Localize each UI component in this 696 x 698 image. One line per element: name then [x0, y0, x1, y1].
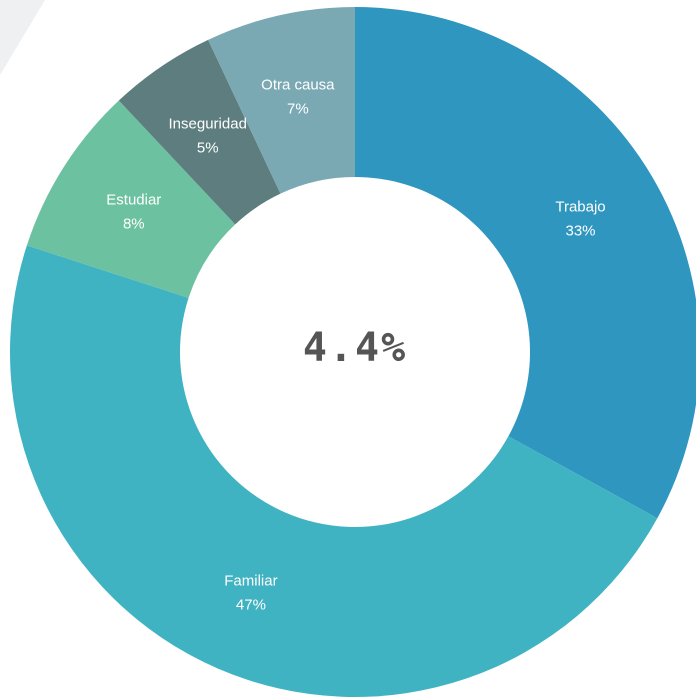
- slices: [9, 6, 696, 698]
- slice-value-label: 33%: [565, 223, 595, 240]
- slice-value-label: 5%: [197, 139, 219, 156]
- donut-slice: [118, 39, 281, 225]
- donut-slice: [355, 7, 696, 519]
- slice-label: Estudiar: [106, 192, 161, 209]
- donut-slice: [26, 100, 236, 298]
- background-shape: [0, 0, 45, 75]
- center-label: 4.4%: [303, 325, 407, 371]
- slice-label: Trabajo: [555, 199, 605, 216]
- donut-slice: [208, 6, 355, 194]
- slice-label: Inseguridad: [169, 115, 247, 132]
- slice-label: Otra causa: [261, 76, 335, 93]
- slice-value-label: 47%: [236, 596, 266, 613]
- donut-slice: [9, 245, 658, 698]
- slice-value-label: 8%: [123, 216, 145, 233]
- slice-label: Familiar: [224, 572, 277, 589]
- slice-value-label: 7%: [287, 100, 309, 117]
- labels: Trabajo 33% Familiar 47% Estudiar 8% Insegurid…: [106, 76, 605, 613]
